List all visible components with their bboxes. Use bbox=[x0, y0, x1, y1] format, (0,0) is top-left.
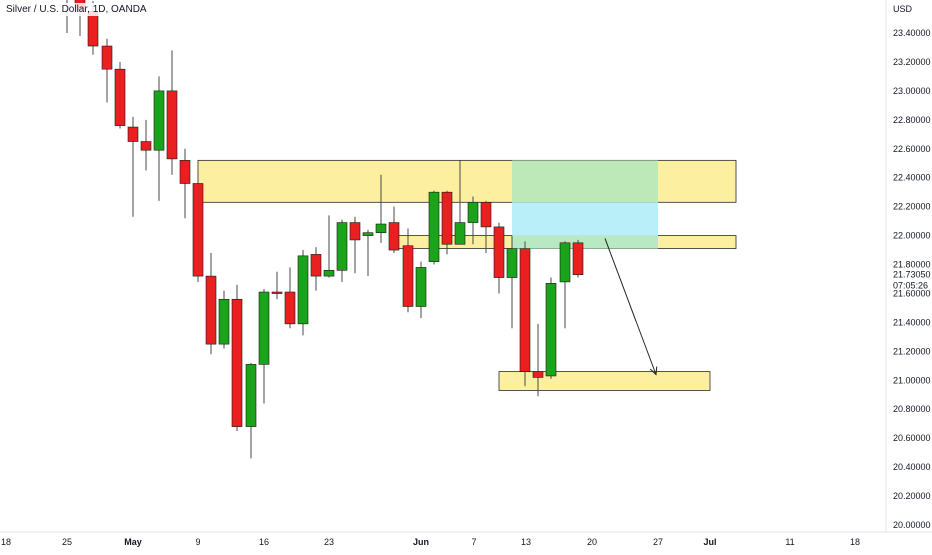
y-tick-label: 20.20000 bbox=[893, 491, 931, 501]
lower-demand-zone[interactable] bbox=[498, 371, 711, 391]
candle-down[interactable] bbox=[480, 202, 492, 228]
candle-down[interactable] bbox=[402, 245, 414, 307]
candle-down[interactable] bbox=[493, 226, 505, 278]
y-tick-label: 21.80000 bbox=[893, 260, 931, 270]
candle-up[interactable] bbox=[258, 291, 270, 365]
x-tick-label: 20 bbox=[587, 537, 597, 547]
position-entry-strip bbox=[512, 235, 658, 249]
y-tick-label: 20.40000 bbox=[893, 462, 931, 472]
candle-up[interactable] bbox=[153, 90, 165, 151]
candle-up[interactable] bbox=[506, 248, 518, 278]
y-tick-label: 20.60000 bbox=[893, 433, 931, 443]
chart-legend: Silver / U.S. Dollar, 1D, OANDA bbox=[4, 3, 149, 16]
x-tick-label: 13 bbox=[521, 537, 531, 547]
candle-up[interactable] bbox=[454, 222, 466, 245]
candle-up[interactable] bbox=[245, 364, 257, 427]
candle-up[interactable] bbox=[218, 298, 230, 345]
x-tick-label: Jun bbox=[413, 537, 429, 547]
candle-up[interactable] bbox=[375, 223, 387, 233]
candle-down[interactable] bbox=[519, 248, 531, 372]
candle-down[interactable] bbox=[87, 10, 99, 47]
candle-down[interactable] bbox=[205, 275, 217, 345]
x-tick-label: 25 bbox=[62, 537, 72, 547]
x-tick-label: 18 bbox=[1, 537, 11, 547]
candle-down[interactable] bbox=[441, 191, 453, 245]
x-tick-label: 7 bbox=[471, 537, 476, 547]
y-tick-label: 22.80000 bbox=[893, 115, 931, 125]
position-green-zone[interactable] bbox=[512, 160, 658, 203]
candle-up[interactable] bbox=[428, 191, 440, 262]
x-tick-label: 9 bbox=[195, 537, 200, 547]
y-tick-label: 23.20000 bbox=[893, 57, 931, 67]
x-tick-label: 23 bbox=[324, 537, 334, 547]
candle-down[interactable] bbox=[388, 222, 400, 251]
y-tick-label: 21.00000 bbox=[893, 375, 931, 385]
candle-down[interactable] bbox=[532, 371, 544, 378]
candle-down[interactable] bbox=[140, 141, 152, 151]
candle-down[interactable] bbox=[127, 126, 139, 142]
candle-down[interactable] bbox=[114, 68, 126, 126]
y-tick-label: 21.60000 bbox=[893, 288, 931, 298]
candle-up[interactable] bbox=[297, 255, 309, 325]
y-tick-label: 21.40000 bbox=[893, 317, 931, 327]
candle-up[interactable] bbox=[545, 283, 557, 377]
y-tick-label: 22.40000 bbox=[893, 173, 931, 183]
x-tick-label: 16 bbox=[259, 537, 269, 547]
candle-down[interactable] bbox=[271, 291, 283, 294]
x-tick-label: May bbox=[124, 537, 142, 547]
candle-down[interactable] bbox=[310, 254, 322, 277]
current-price-label: 21.73050 bbox=[893, 270, 931, 280]
arrow-head bbox=[649, 366, 658, 376]
y-tick-label: 20.00000 bbox=[893, 520, 931, 530]
candle-down[interactable] bbox=[572, 242, 584, 275]
candle-up[interactable] bbox=[362, 232, 374, 236]
x-tick-label: 18 bbox=[850, 537, 860, 547]
x-tick-label: 27 bbox=[653, 537, 663, 547]
candle-up[interactable] bbox=[323, 270, 335, 277]
candle-up[interactable] bbox=[415, 267, 427, 307]
candle-down[interactable] bbox=[231, 298, 243, 427]
candle-up[interactable] bbox=[336, 222, 348, 271]
candle-down[interactable] bbox=[349, 222, 361, 241]
x-tick-label: Jul bbox=[703, 537, 716, 547]
y-tick-label: 23.00000 bbox=[893, 86, 931, 96]
projection-arrow[interactable] bbox=[604, 238, 657, 375]
y-tick-label: 22.20000 bbox=[893, 202, 931, 212]
y-tick-label: 21.20000 bbox=[893, 346, 931, 356]
candle-up[interactable] bbox=[467, 202, 479, 223]
y-tick-label: 22.00000 bbox=[893, 231, 931, 241]
candle-down[interactable] bbox=[284, 291, 296, 325]
x-tick-label: 11 bbox=[785, 537, 794, 547]
y-tick-label: 20.80000 bbox=[893, 404, 931, 414]
y-tick-label: 22.60000 bbox=[893, 144, 931, 154]
candle-down[interactable] bbox=[192, 183, 204, 277]
candle-down[interactable] bbox=[166, 90, 178, 160]
y-tick-label: 23.40000 bbox=[893, 28, 931, 38]
candle-down[interactable] bbox=[101, 45, 113, 70]
candle-down[interactable] bbox=[179, 160, 191, 184]
bar-countdown: 07:05:26 bbox=[893, 281, 928, 291]
currency-label: USD bbox=[893, 4, 913, 14]
candle-up[interactable] bbox=[559, 242, 571, 283]
